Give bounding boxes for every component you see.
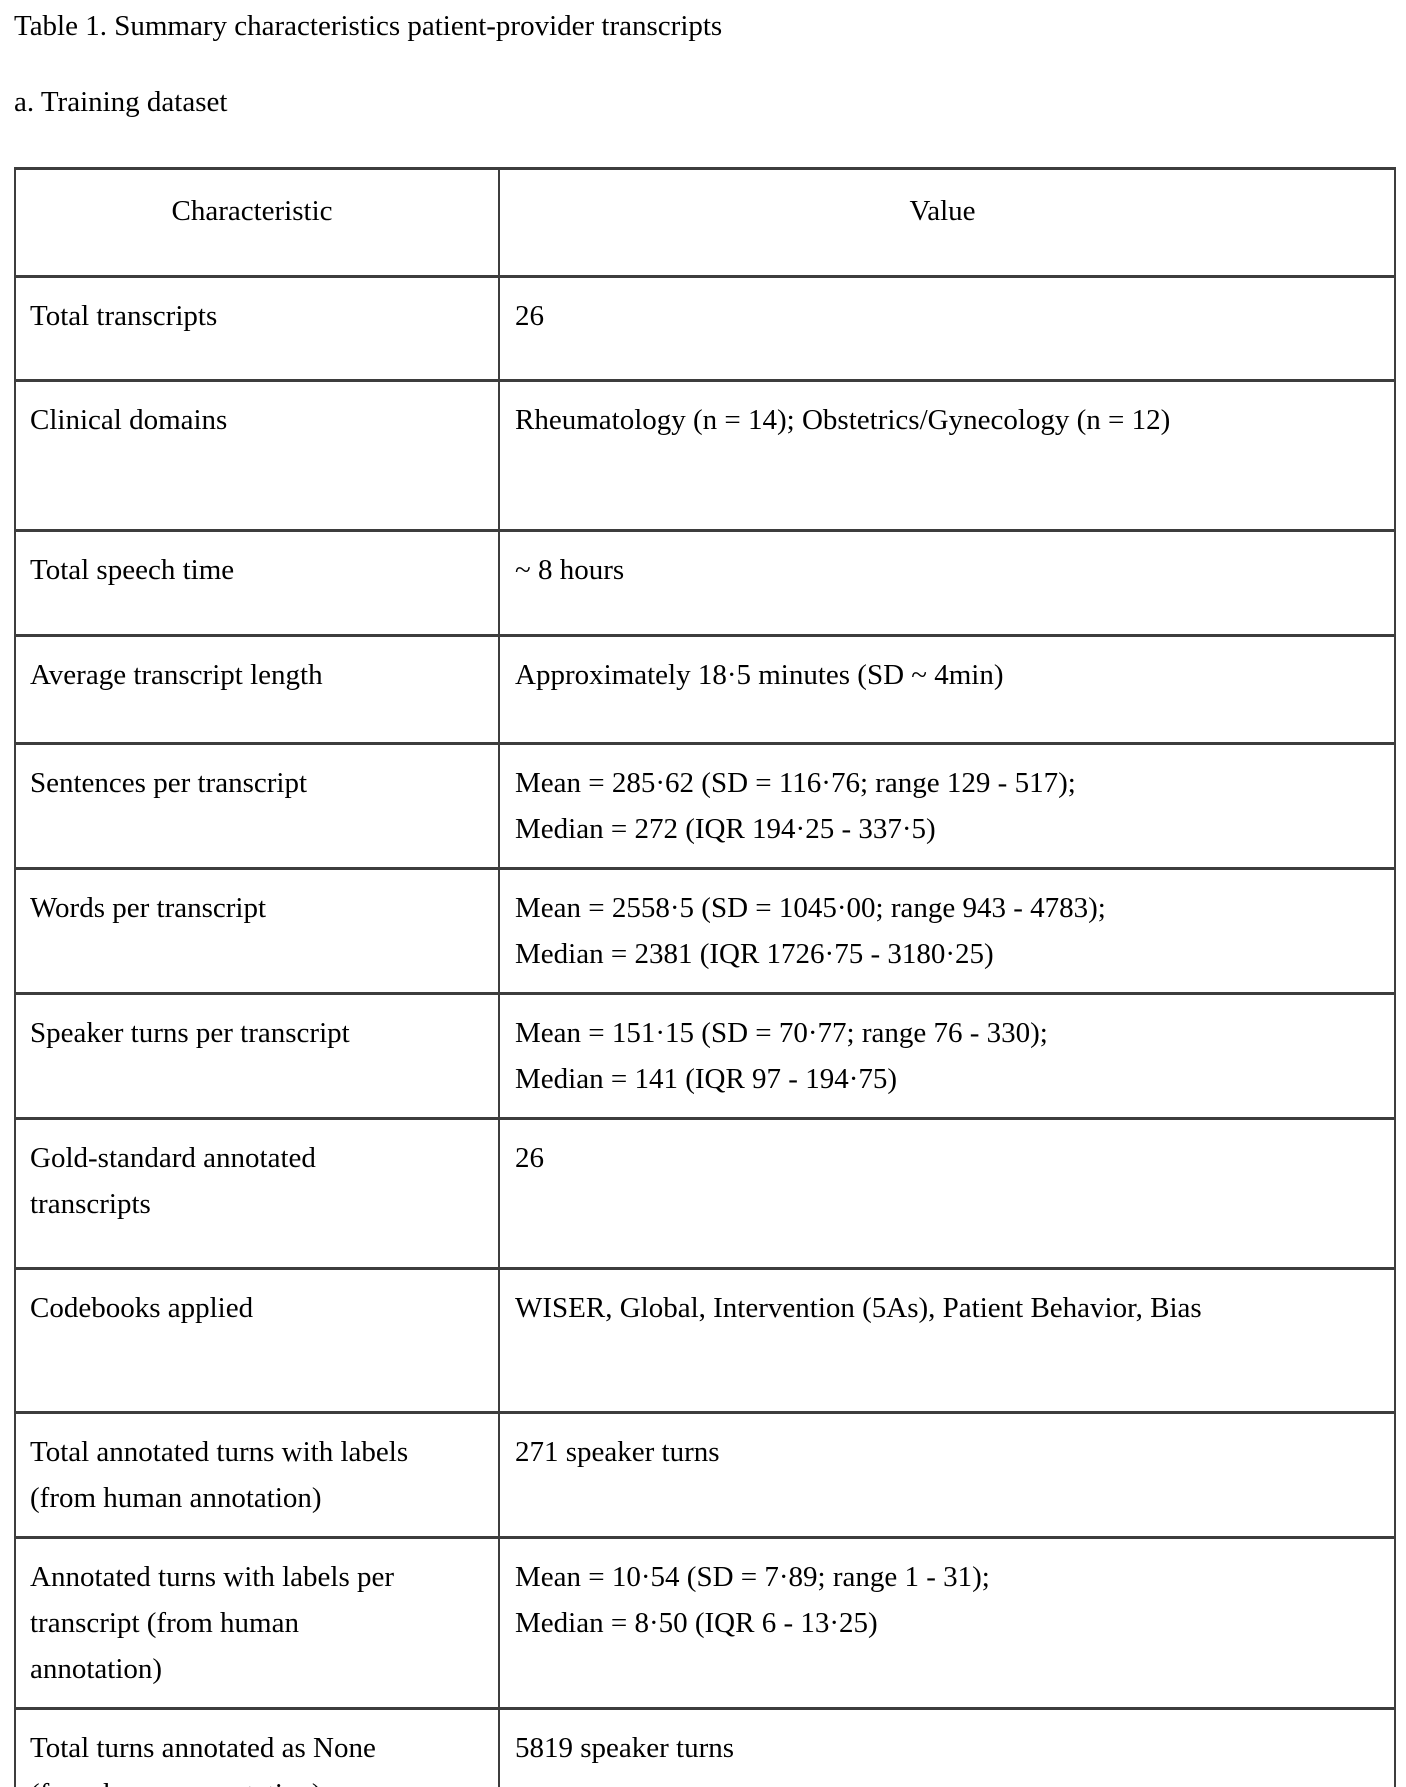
table-row: Average transcript length Approximately …: [16, 634, 1394, 742]
table-row: Words per transcript Mean = 2558·5 (SD =…: [16, 867, 1394, 992]
value-cell: Mean = 2558·5 (SD = 1045·00; range 943 -…: [515, 892, 1106, 970]
characteristic-cell: Total speech time: [16, 532, 500, 634]
table-row: Codebooks applied WISER, Global, Interve…: [16, 1267, 1394, 1411]
characteristic-cell: Total transcripts: [16, 278, 500, 379]
characteristic-cell: Average transcript length: [16, 637, 500, 742]
characteristic-cell: Speaker turns per transcript: [16, 995, 500, 1117]
section-label: a. Training dataset: [14, 86, 228, 118]
characteristic-cell: Total turns annotated as None (from huma…: [16, 1710, 500, 1787]
value-cell: 271 speaker turns: [515, 1436, 720, 1468]
value-cell: Approximately 18·5 minutes (SD ~ 4min): [515, 659, 1004, 691]
characteristic-cell: Sentences per transcript: [16, 745, 500, 867]
table-row: Gold-standard annotated transcripts 26: [16, 1117, 1394, 1267]
value-cell: Rheumatology (n = 14); Obstetrics/Gyneco…: [515, 404, 1171, 436]
value-cell: Mean = 151·15 (SD = 70·77; range 76 - 33…: [515, 1017, 1048, 1095]
table-row: Total transcripts 26: [16, 275, 1394, 379]
table-row: Total annotated turns with labels (from …: [16, 1411, 1394, 1536]
table-row: Clinical domains Rheumatology (n = 14); …: [16, 379, 1394, 529]
table-row: Total speech time ~ 8 hours: [16, 529, 1394, 634]
value-cell: WISER, Global, Intervention (5As), Patie…: [515, 1292, 1202, 1324]
value-cell: 26: [515, 1142, 544, 1174]
column-header-characteristic: Characteristic: [16, 170, 500, 275]
value-cell: 5819 speaker turns: [515, 1732, 735, 1764]
value-cell: Mean = 285·62 (SD = 116·76; range 129 - …: [515, 767, 1076, 845]
value-cell: 26: [515, 300, 544, 332]
table-header-row: Characteristic Value: [16, 170, 1394, 275]
value-cell: Mean = 10·54 (SD = 7·89; range 1 - 31); …: [515, 1561, 990, 1639]
characteristic-cell: Words per transcript: [16, 870, 500, 992]
value-cell: ~ 8 hours: [515, 554, 625, 586]
characteristic-cell: Clinical domains: [16, 382, 500, 529]
characteristic-cell: Total annotated turns with labels (from …: [16, 1414, 500, 1536]
table-row: Total turns annotated as None (from huma…: [16, 1707, 1394, 1787]
table-row: Speaker turns per transcript Mean = 151·…: [16, 992, 1394, 1117]
column-header-value: Value: [909, 195, 976, 227]
characteristic-cell: Annotated turns with labels per transcri…: [16, 1539, 500, 1707]
table-row: Sentences per transcript Mean = 285·62 (…: [16, 742, 1394, 867]
summary-characteristics-table: Characteristic Value Total transcripts 2…: [14, 167, 1396, 1787]
table-row: Annotated turns with labels per transcri…: [16, 1536, 1394, 1707]
characteristic-cell: Gold-standard annotated transcripts: [16, 1120, 500, 1267]
characteristic-cell: Codebooks applied: [16, 1270, 500, 1411]
table-title: Table 1. Summary characteristics patient…: [14, 10, 723, 42]
